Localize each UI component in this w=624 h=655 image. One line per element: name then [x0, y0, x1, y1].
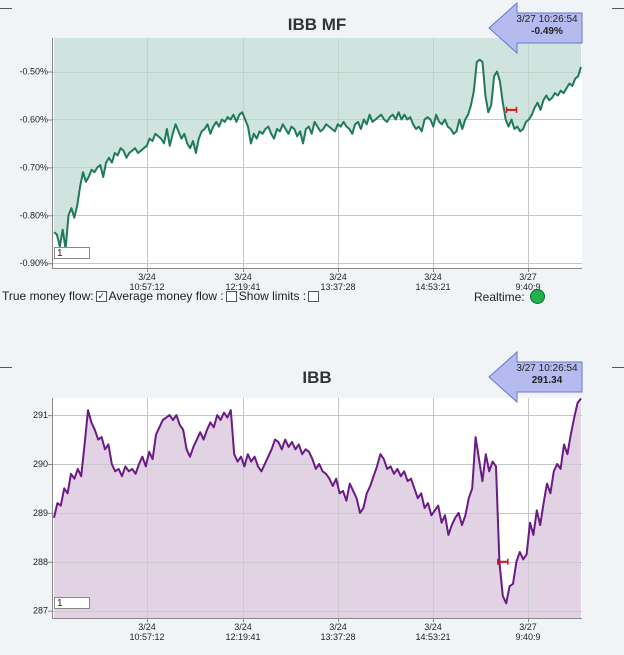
ibb-xtick-time: 13:37:28	[320, 632, 355, 642]
realtime-label: Realtime:	[474, 289, 525, 304]
average-money-flow-label: Average money flow :	[108, 289, 224, 303]
mf-callout-value: -0.49%	[531, 26, 563, 37]
ibb-series-line	[53, 397, 582, 605]
mf-callout-time: 3/27 10:26:54	[516, 14, 578, 25]
ibb-area-fill	[54, 398, 581, 618]
mf-area-fill	[54, 38, 581, 249]
mf-xtick-time: 10:57:12	[129, 282, 164, 292]
mf-ytick-label: -0.80%	[19, 210, 48, 220]
mf-ytick-label: -0.90%	[19, 258, 48, 268]
ibb-xtick-date: 3/24	[234, 622, 252, 632]
realtime-status-indicator[interactable]	[529, 289, 545, 304]
ibb-xtick-date: 3/24	[424, 622, 442, 632]
ibb-xtick-date: 3/24	[329, 622, 347, 632]
realtime-control: Realtime:	[474, 289, 545, 304]
true-money-flow-checkbox[interactable]: ✓	[95, 290, 107, 302]
mf-xtick-time: 9:40:9	[515, 282, 540, 292]
mf-series-line	[53, 58, 582, 250]
mf-ytick-label: -0.50%	[19, 67, 48, 77]
mf-callout-arrow	[488, 1, 583, 55]
mf-xtick-date: 3/27	[519, 272, 537, 282]
ibb-xtick-time: 10:57:12	[129, 632, 164, 642]
mf-xtick-date: 3/24	[329, 272, 347, 282]
ibb-ytick-label: 289	[33, 508, 48, 518]
show-limits-label: Show limits :	[238, 289, 307, 303]
ibb-xtick-date: 3/27	[519, 622, 537, 632]
ibb-chart-title: IBB	[302, 368, 331, 387]
true-money-flow-control[interactable]: True money flow: ✓ Average money flow : …	[2, 289, 321, 303]
zoom-input-top[interactable]: 1	[54, 247, 90, 259]
ibb-xtick-time: 14:53:21	[415, 632, 450, 642]
show-limits-checkbox[interactable]	[308, 290, 320, 302]
true-money-flow-label: True money flow:	[2, 289, 94, 303]
mf-ytick-label: -0.60%	[19, 114, 48, 124]
mf-xtick-time: 13:37:28	[320, 282, 355, 292]
chart-controls: True money flow: ✓ Average money flow : …	[2, 289, 620, 305]
mf-chart-title: IBB MF	[288, 15, 347, 34]
ibb-ytick-label: 290	[33, 459, 48, 469]
mf-ytick-label: -0.70%	[19, 162, 48, 172]
mf-xtick-date: 3/24	[138, 272, 156, 282]
ibb-callout-value: 291.34	[532, 375, 563, 386]
mf-xtick-date: 3/24	[234, 272, 252, 282]
ibb-xtick-date: 3/24	[138, 622, 156, 632]
ibb-xtick-time: 12:19:41	[225, 632, 260, 642]
mf-xtick-time: 12:19:41	[225, 282, 260, 292]
ibb-ytick-label: 288	[33, 557, 48, 567]
zoom-input-bottom[interactable]: 1	[54, 597, 90, 609]
ibb-callout-time: 3/27 10:26:54	[516, 363, 578, 374]
average-money-flow-checkbox[interactable]	[225, 290, 237, 302]
mf-xtick-date: 3/24	[424, 272, 442, 282]
mf-xtick-time: 14:53:21	[415, 282, 450, 292]
ibb-xtick-time: 9:40:9	[515, 632, 540, 642]
ibb-callout-arrow	[488, 350, 583, 404]
ibb-ytick-label: 287	[33, 606, 48, 616]
ibb-ytick-label: 291	[33, 410, 48, 420]
